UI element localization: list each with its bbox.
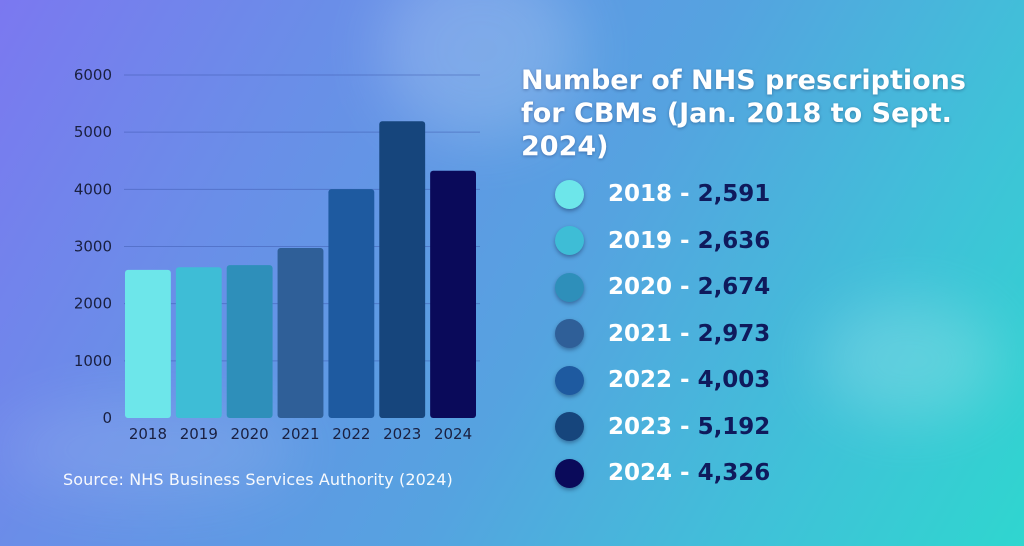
legend-item: 2019-2,636 — [555, 218, 770, 265]
legend-separator: - — [680, 227, 690, 254]
legend-year: 2022 — [608, 367, 673, 394]
x-tick-label: 2022 — [332, 425, 370, 443]
legend-dot-icon — [555, 319, 584, 349]
bar-2022 — [328, 189, 375, 418]
bar-chart: 0 1000 2000 3000 4000 5000 6000 2018 2019 2020 20… — [74, 66, 480, 443]
source-note: Source: NHS Business Services Authority … — [63, 470, 453, 489]
legend-year: 2019 — [608, 227, 673, 254]
legend-separator: - — [680, 460, 690, 487]
legend-separator: - — [680, 413, 690, 440]
legend-separator: - — [680, 320, 690, 347]
y-tick-label: 0 — [102, 409, 112, 427]
background-blur — [380, 0, 580, 140]
legend-value: 2,674 — [697, 274, 771, 301]
bar-2024 — [430, 170, 476, 418]
y-tick-label: 5000 — [74, 123, 112, 141]
legend-separator: - — [680, 367, 690, 394]
legend: 2018-2,591 2019-2,636 2020-2,674 2021-2,973… — [555, 171, 770, 497]
x-tick-label: 2023 — [383, 425, 421, 443]
bar-2019 — [175, 267, 222, 418]
y-tick-label: 1000 — [74, 352, 112, 370]
legend-value: 4,326 — [697, 460, 771, 487]
legend-dot-icon — [555, 458, 584, 488]
legend-item: 2021-2,973 — [555, 311, 770, 358]
legend-year: 2024 — [608, 460, 673, 487]
x-tick-label: 2019 — [180, 425, 218, 443]
bar-2020 — [226, 265, 273, 418]
legend-dot-icon — [555, 412, 584, 442]
legend-dot-icon — [555, 365, 584, 395]
legend-item: 2020-2,674 — [555, 264, 770, 311]
legend-item: 2018-2,591 — [555, 171, 770, 218]
legend-value: 4,003 — [697, 367, 771, 394]
legend-value: 5,192 — [697, 413, 771, 440]
legend-value: 2,591 — [697, 181, 771, 208]
legend-dot-icon — [555, 226, 584, 256]
legend-year: 2021 — [608, 320, 673, 347]
chart-title: Number of NHS prescriptions for CBMs (Ja… — [521, 65, 966, 162]
legend-item: 2023-5,192 — [555, 404, 770, 451]
x-tick-label: 2024 — [434, 425, 472, 443]
legend-year: 2023 — [608, 413, 673, 440]
bar-2018 — [125, 269, 171, 418]
y-tick-label: 4000 — [74, 180, 112, 198]
legend-year: 2020 — [608, 274, 673, 301]
legend-value: 2,973 — [697, 320, 771, 347]
y-tick-label: 3000 — [74, 238, 112, 256]
background-blur — [820, 300, 1000, 420]
legend-value: 2,636 — [697, 227, 771, 254]
legend-dot-icon — [555, 272, 584, 302]
legend-item: 2024-4,326 — [555, 450, 770, 497]
legend-separator: - — [680, 274, 690, 301]
bar-2021 — [277, 248, 324, 418]
y-tick-label: 6000 — [74, 66, 112, 84]
y-tick-label: 2000 — [74, 295, 112, 313]
x-tick-label: 2018 — [129, 425, 167, 443]
x-tick-label: 2020 — [231, 425, 269, 443]
legend-year: 2018 — [608, 181, 673, 208]
bar-2023 — [379, 121, 426, 418]
legend-dot-icon — [555, 179, 584, 209]
legend-separator: - — [680, 181, 690, 208]
legend-item: 2022-4,003 — [555, 357, 770, 404]
x-tick-label: 2021 — [281, 425, 319, 443]
